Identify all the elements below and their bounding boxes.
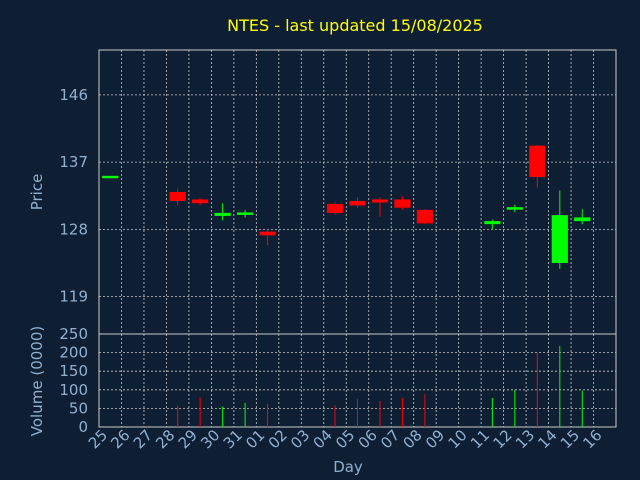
candle-body [416,209,434,224]
candle-body [484,221,501,225]
candle-body [371,199,389,203]
candle [326,202,344,215]
candle-body [237,212,254,215]
volume-grid [99,334,616,427]
volume-y-tick-label: 150 [59,362,88,380]
candle-body [169,192,186,201]
candle [574,209,591,225]
candle [259,229,276,246]
candle [394,196,411,210]
price-axis-title: Price [28,174,46,211]
candle-body [574,217,591,222]
candle [102,175,119,179]
candle-body [506,207,523,210]
candles [102,144,591,269]
candle-body [529,145,546,178]
candle [214,203,231,221]
candle [237,209,254,218]
price-y-tick-label: 128 [59,220,88,238]
candle-body [259,231,276,236]
volume-y-tick-label: 200 [59,344,88,362]
candle [416,209,434,225]
candle-body [102,175,119,179]
candle [169,188,186,206]
volume-bars [177,345,583,427]
price-grid [99,50,616,334]
volume-y-tick-label: 250 [59,325,88,343]
price-panel: 119 128 137 146 Price [28,49,617,335]
volume-y-tick-label: 50 [69,399,88,417]
candle [371,197,389,217]
volume-y-tick-label: 0 [78,418,88,436]
candle-body [214,212,231,216]
price-y-tick-label: 137 [59,153,88,171]
candle-body [394,199,411,208]
candle [506,204,523,213]
candle-body [192,199,209,204]
x-axis-title: Day [333,458,363,476]
x-axis-ticks: 2526272829303101020304050607080910111213… [85,426,606,452]
candle [349,197,366,208]
candle [551,190,568,269]
candle-body [551,215,568,263]
candle-body [326,203,344,213]
price-y-tick-label: 146 [59,86,88,104]
volume-axis-title: Volume (0000) [28,326,46,436]
price-y-tick-label: 119 [59,288,88,306]
price-y-axis-ticks: 119 128 137 146 [59,86,88,306]
candle [529,144,546,188]
candle-body [349,200,366,206]
x-tick-label: 16 [579,426,605,452]
chart-title: NTES - last updated 15/08/2025 [227,16,483,35]
candle [192,197,209,206]
volume-y-tick-label: 100 [59,381,88,399]
candle [484,219,501,230]
